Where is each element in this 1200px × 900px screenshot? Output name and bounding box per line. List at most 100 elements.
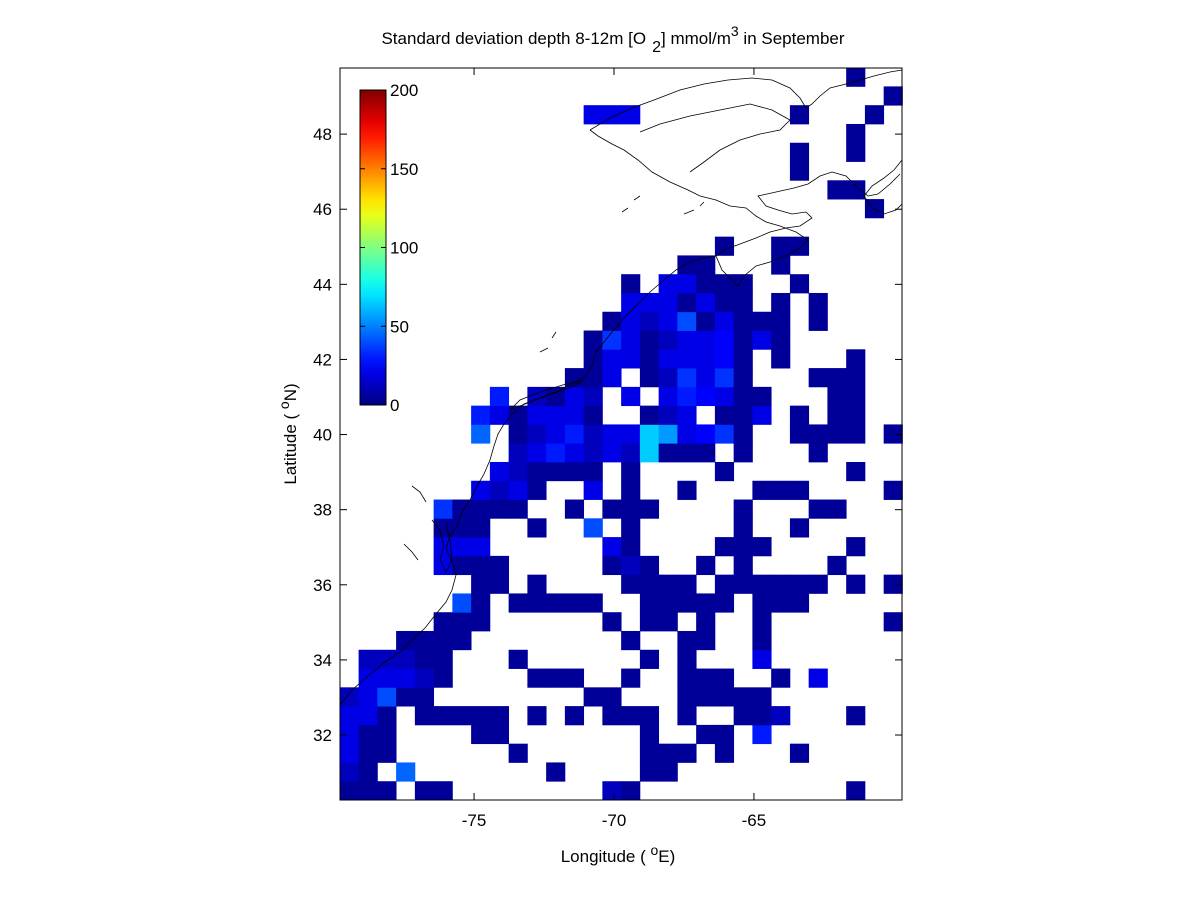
grid-cell xyxy=(639,443,660,463)
grid-cell xyxy=(639,311,660,331)
grid-cell xyxy=(602,443,622,463)
grid-cell xyxy=(677,368,697,388)
grid-cell xyxy=(639,574,660,594)
grid-cell xyxy=(846,123,866,144)
grid-cell xyxy=(433,612,453,632)
grid-cell xyxy=(639,649,660,669)
grid-cell xyxy=(583,593,603,613)
grid-cell xyxy=(733,424,753,444)
grid-cell xyxy=(714,687,735,707)
grid-cell xyxy=(714,537,735,557)
grid-cell xyxy=(752,537,772,557)
grid-cell xyxy=(714,424,735,444)
grid-cell xyxy=(789,518,810,538)
grid-cell xyxy=(546,593,566,613)
grid-cell xyxy=(752,593,772,613)
grid-cell xyxy=(696,555,716,576)
grid-cell xyxy=(733,518,753,538)
grid-cell xyxy=(714,574,735,594)
grid-cell xyxy=(733,537,753,557)
coastline-gaspe xyxy=(639,103,791,173)
grid-cell xyxy=(714,368,735,388)
grid-cell xyxy=(808,424,828,444)
grid-cell xyxy=(621,781,641,801)
grid-cell xyxy=(752,311,772,331)
colorbar-tick-label: 150 xyxy=(390,160,418,179)
grid-cell xyxy=(883,574,903,594)
grid-cell xyxy=(583,480,603,500)
grid-cell xyxy=(527,593,547,613)
grid-cell xyxy=(583,443,603,463)
grid-cell xyxy=(583,368,603,388)
grid-cell xyxy=(883,86,903,106)
grid-cell xyxy=(433,706,453,726)
grid-cell xyxy=(771,480,791,500)
grid-cell xyxy=(789,105,810,125)
grid-cell xyxy=(714,461,735,482)
grid-cell xyxy=(414,706,435,726)
grid-cell xyxy=(471,593,491,613)
grid-cell xyxy=(583,518,603,538)
y-tick-label: 46 xyxy=(313,200,332,219)
x-label-part: E) xyxy=(658,847,675,866)
grid-cell xyxy=(846,142,866,162)
grid-cell xyxy=(602,706,622,726)
grid-cell xyxy=(714,311,735,331)
grid-cell xyxy=(602,537,622,557)
grid-cell xyxy=(602,330,622,350)
grid-cell xyxy=(621,461,641,482)
grid-cell xyxy=(602,424,622,444)
grid-cell xyxy=(696,386,716,407)
grid-cell xyxy=(527,405,547,425)
grid-cell xyxy=(771,236,791,256)
grid-cell xyxy=(339,762,360,782)
grid-cell xyxy=(733,499,753,519)
grid-cell xyxy=(696,687,716,707)
grid-cell xyxy=(752,480,772,500)
grid-cell xyxy=(789,405,810,425)
grid-cell xyxy=(396,762,416,782)
y-tick-label: 44 xyxy=(313,275,332,294)
grid-cell xyxy=(508,649,528,669)
grid-cell xyxy=(527,706,547,726)
grid-cell xyxy=(602,781,622,801)
grid-cell xyxy=(621,292,641,313)
coastline-chesapeake xyxy=(403,485,453,573)
grid-cell xyxy=(733,292,753,313)
grid-cell xyxy=(396,668,416,688)
grid-cell xyxy=(846,424,866,444)
grid-cell xyxy=(677,443,697,463)
grid-cell xyxy=(414,781,435,801)
grid-cell xyxy=(846,405,866,425)
grid-cell xyxy=(358,687,378,707)
grid-cell xyxy=(752,330,772,350)
grid-cell xyxy=(733,274,753,294)
grid-cell xyxy=(733,574,753,594)
grid-cell xyxy=(714,274,735,294)
grid-cell xyxy=(789,593,810,613)
grid-cell xyxy=(489,574,510,594)
y-label-part: Latitude ( xyxy=(281,409,300,485)
grid-cell xyxy=(846,574,866,594)
grid-cell xyxy=(658,330,678,350)
grid-cell xyxy=(546,386,566,407)
grid-cell xyxy=(696,274,716,294)
grid-cell xyxy=(564,405,585,425)
grid-cell xyxy=(752,405,772,425)
grid-cell xyxy=(414,649,435,669)
grid-cell xyxy=(733,386,753,407)
grid-cell xyxy=(621,668,641,688)
grid-cell xyxy=(639,405,660,425)
grid-cell xyxy=(658,349,678,369)
grid-cell xyxy=(696,443,716,463)
grid-cell xyxy=(358,724,378,745)
y-tick-label: 38 xyxy=(313,501,332,520)
grid-cell xyxy=(733,706,753,726)
grid-cell xyxy=(471,555,491,576)
grid-cell xyxy=(733,311,753,331)
grid-cell xyxy=(827,424,847,444)
grid-cell xyxy=(489,706,510,726)
grid-cell xyxy=(714,593,735,613)
grid-cell xyxy=(677,649,697,669)
grid-cell xyxy=(508,443,528,463)
